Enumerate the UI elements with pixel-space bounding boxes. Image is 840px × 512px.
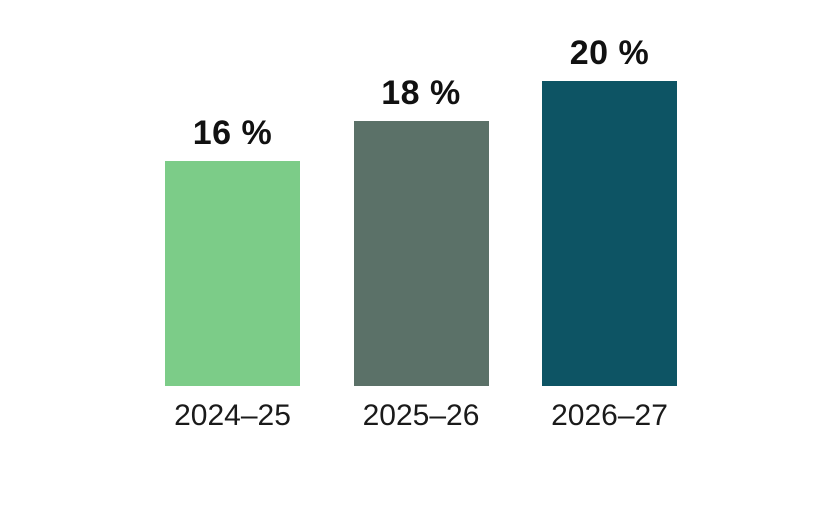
bar bbox=[542, 81, 677, 386]
bar-category-label: 2024–25 bbox=[174, 399, 291, 432]
bar-value-label: 20 % bbox=[569, 34, 650, 72]
bar-category-label: 2026–27 bbox=[551, 399, 668, 432]
bar-value-label: 18 % bbox=[381, 74, 461, 112]
bar bbox=[353, 121, 489, 386]
bar bbox=[165, 161, 300, 386]
bar-group: 20 % 2026–27 bbox=[542, 34, 677, 431]
bar-group: 16 % 2024–25 bbox=[165, 114, 300, 431]
bar-group: 18 % 2025–26 bbox=[353, 74, 489, 431]
bar-category-label: 2025–26 bbox=[362, 399, 480, 432]
bar-value-label: 16 % bbox=[192, 114, 273, 152]
